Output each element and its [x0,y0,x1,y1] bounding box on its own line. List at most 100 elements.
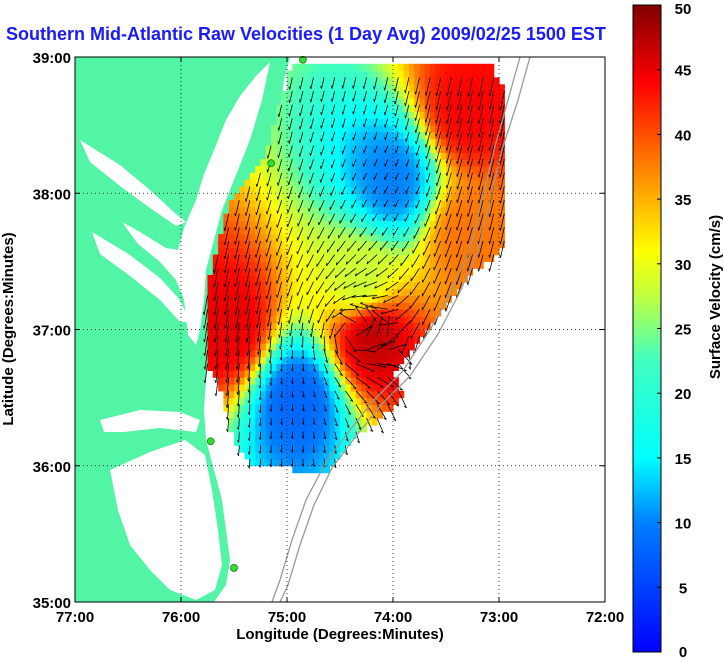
velocity-cell [218,309,224,317]
velocity-vector-head [446,106,448,111]
velocity-vector-head [335,350,339,354]
velocity-vector-head [247,465,250,469]
velocity-cell [271,240,277,249]
velocity-cell [419,315,426,324]
velocity-cell [334,227,341,235]
velocity-cell [371,349,378,358]
velocity-cell [207,349,214,358]
velocity-vector-head [333,333,336,338]
velocity-cell [340,91,346,99]
velocity-cell [403,166,410,174]
velocity-vector-head [357,360,361,363]
velocity-cell [218,240,224,249]
velocity-vector [373,77,378,90]
velocity-cell [292,206,299,215]
velocity-cell [398,200,405,208]
velocity-cell [218,356,224,365]
velocity-cell [324,193,330,201]
velocity-cell [345,200,352,208]
velocity-vector [340,199,346,210]
velocity-vector [363,77,367,89]
velocity-cell [271,131,277,140]
velocity-vector-head [467,213,469,217]
velocity-cell [276,411,283,419]
velocity-cell [361,234,368,242]
velocity-cell [292,125,299,133]
velocity-cell [355,349,362,358]
velocity-vector-head [266,309,268,313]
velocity-cell [477,118,484,126]
velocity-cell [271,343,277,351]
velocity-cell [387,77,394,85]
velocity-cell [446,118,452,126]
velocity-cell [340,166,346,174]
velocity-cell [324,315,330,324]
velocity-cell [292,302,299,310]
velocity-cell [440,240,447,249]
velocity-cell [377,309,383,317]
velocity-cell [461,159,468,167]
velocity-cell [281,438,288,446]
velocity-cell [440,193,447,201]
velocity-cell [398,145,405,153]
velocity-vector [405,199,410,208]
velocity-vector [318,213,325,226]
velocity-cell [260,397,267,405]
velocity-cell [324,322,330,331]
velocity-vector [387,376,403,391]
velocity-cell [355,104,362,113]
velocity-cell [334,363,341,371]
velocity-cell [207,295,214,303]
velocity-cell [403,309,410,317]
velocity-cell [287,186,293,194]
velocity-cell [361,261,368,269]
velocity-cell [355,295,362,303]
velocity-cell [350,247,357,256]
velocity-cell [435,104,442,113]
velocity-vector-head [225,405,228,409]
velocity-cell [472,63,479,72]
velocity-cell [387,281,394,290]
velocity-cell [456,131,463,140]
velocity-cell [483,254,489,262]
velocity-cell [281,349,288,358]
velocity-cell [387,91,394,99]
velocity-cell [350,145,357,153]
velocity-cell [398,118,405,126]
velocity-cell [483,77,489,85]
velocity-vector-head [225,392,228,396]
velocity-cell [350,336,357,344]
velocity-cell [361,302,368,310]
velocity-vector-head [466,268,469,272]
velocity-vector-head [347,412,351,415]
velocity-vector-head [385,287,388,291]
velocity-cell [424,302,431,310]
velocity-vector [297,295,304,310]
velocity-cell [345,166,352,174]
velocity-cell [408,84,415,92]
velocity-vector-head [258,375,261,379]
velocity-vector [353,131,357,141]
velocity-vector [500,227,505,245]
velocity-cell [361,118,368,126]
velocity-vector [266,186,272,201]
velocity-cell [419,261,426,269]
velocity-cell [387,200,394,208]
velocity-cell [271,302,277,310]
velocity-cell [440,159,447,167]
velocity-vector [348,227,357,238]
velocity-cell [249,404,256,412]
velocity-cell [244,397,251,405]
velocity-cell [483,145,489,153]
velocity-cell [472,227,479,235]
velocity-cell [297,329,304,337]
velocity-cell [313,138,320,147]
velocity-vector [344,431,349,442]
velocity-cell [324,166,330,174]
colorbar-tick-label: 50 [675,1,692,18]
velocity-vector-head [280,381,283,385]
velocity-cell [430,213,436,222]
velocity-cell [461,63,468,72]
velocity-cell [456,220,463,228]
velocity-cell [345,63,352,72]
